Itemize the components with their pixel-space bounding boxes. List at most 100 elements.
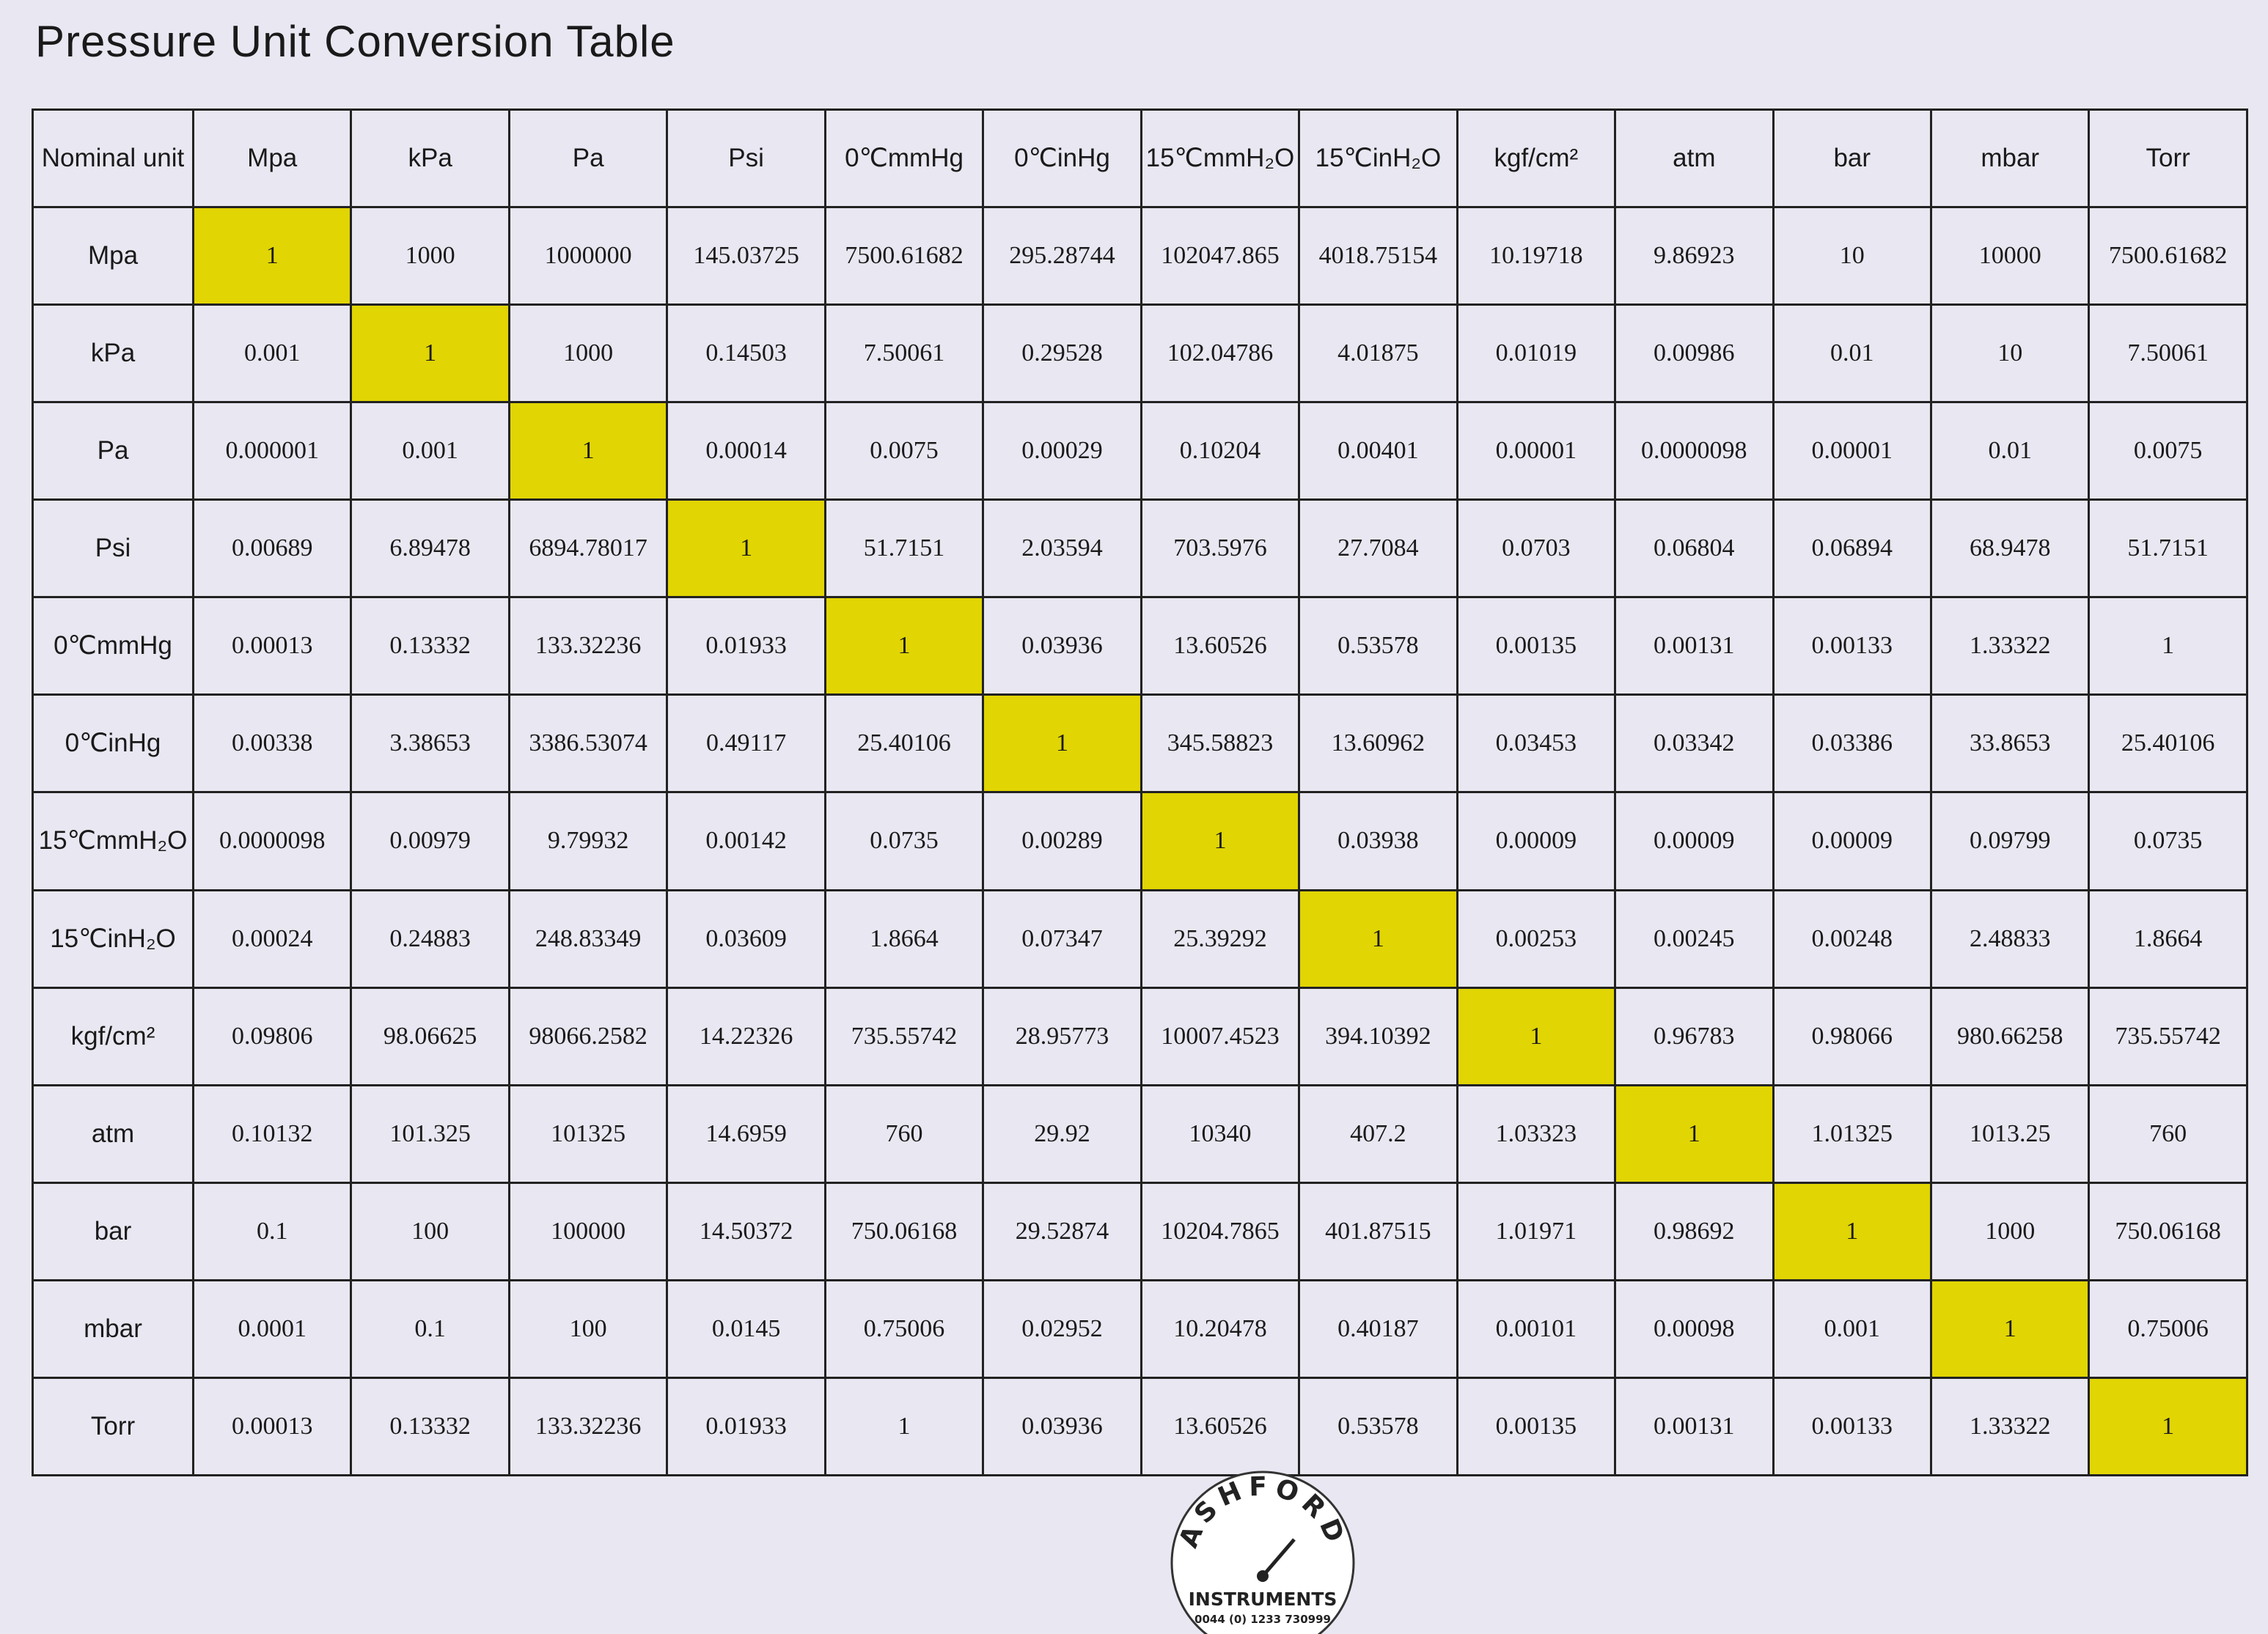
value-cell: 0.00135 (1456, 596, 1617, 696)
value-cell: 0.00135 (1456, 1376, 1617, 1477)
column-header: 15℃inH₂O (1298, 108, 1458, 209)
value-cell: 0.00024 (191, 888, 353, 989)
value-cell: 101325 (507, 1083, 669, 1184)
logo: ASHFORD INSTRUMENTS 0044 (0) 1233 730999 (1170, 1471, 1355, 1634)
value-cell: 0.40187 (1298, 1278, 1458, 1379)
value-cell: 0.14503 (666, 303, 826, 404)
value-cell: 0.0075 (2088, 401, 2248, 501)
value-cell: 6894.78017 (507, 498, 669, 599)
row-header: 0℃inHg (32, 693, 194, 794)
value-cell: 735.55742 (2088, 986, 2248, 1086)
value-cell: 1 (2088, 596, 2248, 696)
value-cell: 0.000001 (191, 401, 353, 501)
value-cell: 10 (1772, 206, 1932, 306)
value-cell: 98066.2582 (507, 986, 669, 1086)
value-cell: 7500.61682 (2088, 206, 2248, 306)
value-cell: 14.6959 (666, 1083, 826, 1184)
table-row: kPa 0.001 1 1000 0.14503 7.50061 0.29528 102.04… (32, 303, 2248, 404)
value-cell: 0.00029 (982, 401, 1142, 501)
table-row: atm 0.10132 101.325 101325 14.6959 760 29.92 10… (32, 1083, 2248, 1184)
column-header: 0℃inHg (982, 108, 1142, 209)
value-cell: 13.60962 (1298, 693, 1458, 794)
value-cell: 0.00098 (1614, 1278, 1775, 1379)
value-cell: 0.0735 (823, 791, 985, 891)
row-header: bar (32, 1181, 194, 1281)
identity-cell: 1 (350, 303, 510, 404)
value-cell: 25.39292 (1139, 888, 1301, 989)
identity-cell: 1 (1298, 888, 1458, 989)
value-cell: 0.00013 (191, 596, 353, 696)
value-cell: 0.10204 (1139, 401, 1301, 501)
value-cell: 0.53578 (1298, 596, 1458, 696)
value-cell: 0.00009 (1456, 791, 1617, 891)
column-header: 15℃mmH₂O (1139, 108, 1301, 209)
identity-cell: 1 (823, 596, 985, 696)
value-cell: 145.03725 (666, 206, 826, 306)
value-cell: 0.01 (1772, 303, 1932, 404)
value-cell: 14.50372 (666, 1181, 826, 1281)
conversion-table: Nominal unit Mpa kPa Pa Psi 0℃mmHg 0℃inHg 15℃mm… (32, 108, 2248, 1477)
value-cell: 760 (823, 1083, 985, 1184)
column-header: Pa (507, 108, 669, 209)
value-cell: 7.50061 (823, 303, 985, 404)
value-cell: 133.32236 (507, 1376, 669, 1477)
value-cell: 28.95773 (982, 986, 1142, 1086)
row-header: atm (32, 1083, 194, 1184)
value-cell: 0.98066 (1772, 986, 1932, 1086)
value-cell: 4.01875 (1298, 303, 1458, 404)
identity-cell: 1 (191, 206, 353, 306)
column-header: kgf/cm² (1456, 108, 1617, 209)
value-cell: 0.00986 (1614, 303, 1775, 404)
value-cell: 0.00289 (982, 791, 1142, 891)
value-cell: 51.7151 (2088, 498, 2248, 599)
row-header: kgf/cm² (32, 986, 194, 1086)
identity-cell: 1 (1772, 1181, 1932, 1281)
value-cell: 0.00009 (1614, 791, 1775, 891)
value-cell: 1000 (1929, 1181, 2091, 1281)
value-cell: 68.9478 (1929, 498, 2091, 599)
value-cell: 0.00013 (191, 1376, 353, 1477)
value-cell: 1.01971 (1456, 1181, 1617, 1281)
identity-cell: 1 (2088, 1376, 2248, 1477)
value-cell: 0.09799 (1929, 791, 2091, 891)
value-cell: 0.13332 (350, 596, 510, 696)
value-cell: 102047.865 (1139, 206, 1301, 306)
value-cell: 0.0703 (1456, 498, 1617, 599)
value-cell: 0.00101 (1456, 1278, 1617, 1379)
row-header: Mpa (32, 206, 194, 306)
value-cell: 1000 (507, 303, 669, 404)
value-cell: 10 (1929, 303, 2091, 404)
value-cell: 29.92 (982, 1083, 1142, 1184)
value-cell: 1.33322 (1929, 1376, 2091, 1477)
value-cell: 25.40106 (823, 693, 985, 794)
value-cell: 0.00133 (1772, 596, 1932, 696)
value-cell: 0.0735 (2088, 791, 2248, 891)
value-cell: 2.48833 (1929, 888, 2091, 989)
value-cell: 0.00142 (666, 791, 826, 891)
value-cell: 0.03386 (1772, 693, 1932, 794)
value-cell: 0.00001 (1456, 401, 1617, 501)
column-header: Torr (2088, 108, 2248, 209)
value-cell: 10.19718 (1456, 206, 1617, 306)
value-cell: 0.001 (350, 401, 510, 501)
identity-cell: 1 (1456, 986, 1617, 1086)
value-cell: 10340 (1139, 1083, 1301, 1184)
value-cell: 0.0001 (191, 1278, 353, 1379)
value-cell: 10000 (1929, 206, 2091, 306)
logo-phone: 0044 (0) 1233 730999 (1194, 1613, 1331, 1626)
value-cell: 295.28744 (982, 206, 1142, 306)
identity-cell: 1 (1139, 791, 1301, 891)
table-row: bar 0.1 100 100000 14.50372 750.06168 29.52874… (32, 1181, 2248, 1281)
table-row: 0℃inHg 0.00338 3.38653 3386.53074 0.49117 25.… (32, 693, 2248, 794)
value-cell: 7.50061 (2088, 303, 2248, 404)
value-cell: 9.86923 (1614, 206, 1775, 306)
value-cell: 33.8653 (1929, 693, 2091, 794)
value-cell: 1.33322 (1929, 596, 2091, 696)
value-cell: 0.00253 (1456, 888, 1617, 989)
value-cell: 0.00248 (1772, 888, 1932, 989)
table-row: Torr 0.00013 0.13332 133.32236 0.01933 1 0.039… (32, 1376, 2248, 1477)
value-cell: 98.06625 (350, 986, 510, 1086)
value-cell: 1.8664 (2088, 888, 2248, 989)
value-cell: 133.32236 (507, 596, 669, 696)
